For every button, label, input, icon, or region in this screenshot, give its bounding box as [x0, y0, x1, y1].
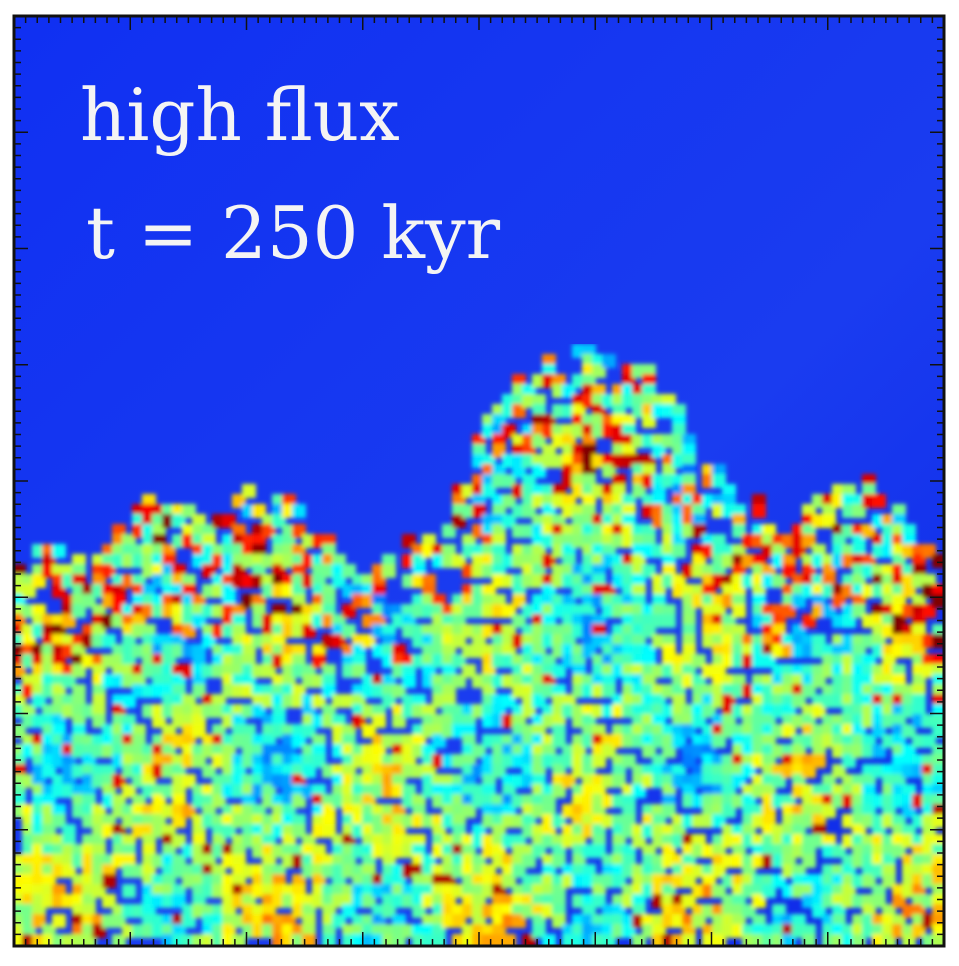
field-cell — [662, 614, 676, 628]
field-cell — [872, 494, 886, 508]
field-cell — [752, 504, 766, 518]
simulation-panel: high flux t = 250 kyr — [0, 0, 959, 966]
field-cell — [402, 674, 416, 688]
label-line2: t = 250 kyr — [86, 191, 501, 275]
field-cell — [812, 754, 826, 768]
field-cell — [802, 854, 816, 868]
field-cell — [292, 504, 306, 518]
field-cell — [52, 914, 66, 928]
field-cell — [602, 354, 616, 368]
field-cell — [102, 874, 116, 888]
field-cell — [732, 604, 746, 618]
field-cell — [372, 714, 386, 728]
field-cell — [382, 564, 396, 578]
field-cell — [672, 544, 686, 558]
field-cell — [122, 884, 136, 898]
field-cell — [52, 544, 66, 558]
field-cell — [242, 484, 256, 498]
label-line1: high flux — [80, 73, 400, 157]
page: high flux t = 250 kyr (() => { const dat… — [0, 0, 959, 966]
